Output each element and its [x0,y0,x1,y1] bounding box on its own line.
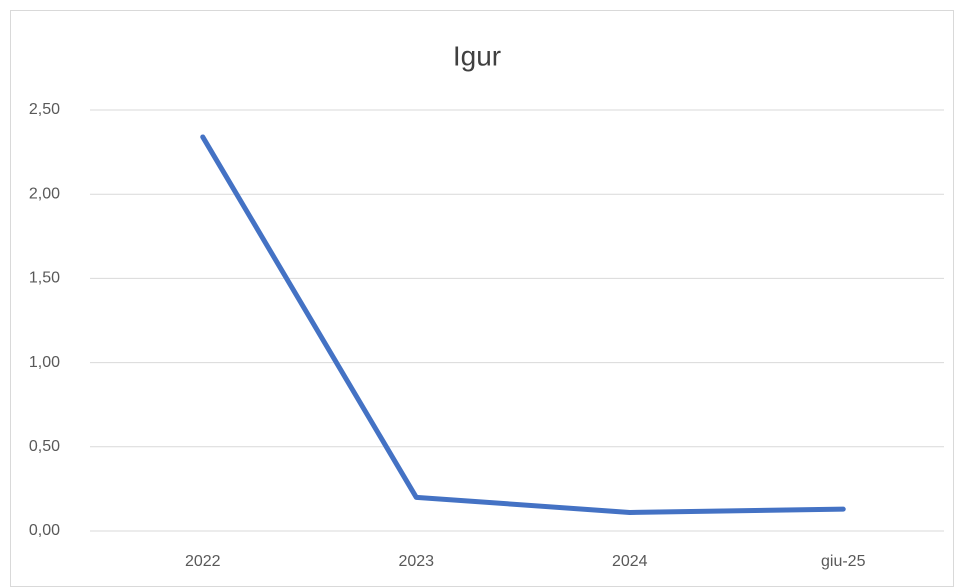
y-tick-label: 0,50 [29,438,60,455]
y-tick-label: 1,00 [29,354,60,371]
chart-border [10,10,954,587]
y-tick-label: 0,00 [29,522,60,539]
y-tick-label: 2,00 [29,185,60,202]
y-tick-label: 1,50 [29,270,60,287]
x-tick-label: 2023 [398,553,434,570]
line-series [200,134,846,515]
x-tick-label: giu-25 [821,553,866,570]
y-tick-label: 2,50 [29,101,60,118]
x-tick-label: 2022 [185,553,221,570]
chart-title: Igur [453,40,501,71]
x-tick-label: 2024 [612,553,648,570]
